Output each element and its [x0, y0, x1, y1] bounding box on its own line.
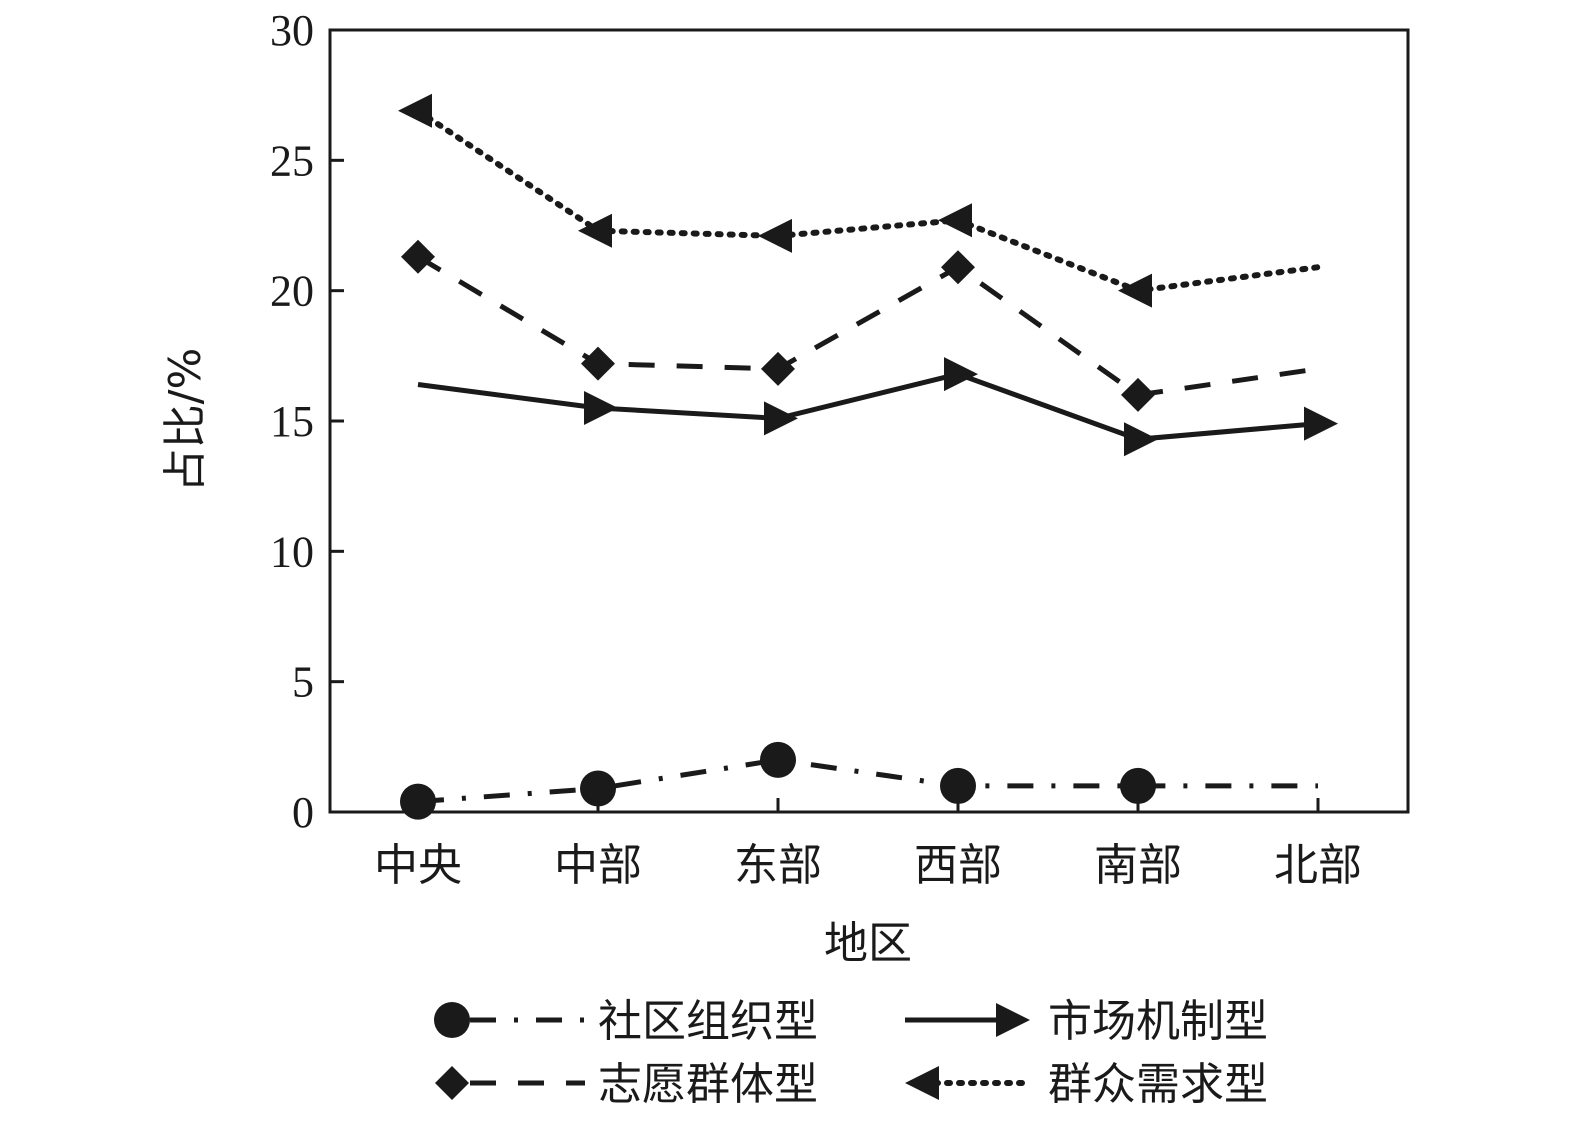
y-tick-label: 20: [270, 267, 314, 316]
legend-label: 社区组织型: [598, 996, 818, 1047]
y-tick-label: 15: [270, 397, 314, 446]
series-line-1: [417, 371, 1319, 442]
y-tick-label: 0: [292, 788, 314, 837]
y-tick-label: 10: [270, 527, 314, 576]
x-axis: 中央 中部 东部 西部 南部 北部: [374, 798, 1362, 891]
data-point: [1121, 377, 1155, 412]
x-tick-label: 中部: [554, 840, 642, 891]
data-point: [578, 213, 612, 248]
data-point: [938, 203, 972, 238]
series-line-0: [417, 757, 1318, 805]
data-point: [764, 401, 798, 436]
y-axis-title: 占比/%: [160, 348, 211, 493]
data-point: [940, 767, 976, 804]
data-point: [581, 346, 615, 381]
y-axis: 0 5 10 15 20 25 30: [270, 6, 344, 837]
legend-marker: [435, 1066, 469, 1100]
y-tick-label: 30: [270, 6, 314, 55]
data-point: [760, 741, 796, 778]
data-point: [1120, 767, 1156, 804]
y-tick-label: 25: [270, 136, 314, 185]
legend-marker: [996, 1003, 1030, 1037]
data-point: [944, 357, 978, 392]
x-axis-title: 地区: [824, 918, 912, 969]
y-tick-label: 5: [292, 658, 314, 707]
legend-label: 志愿群体型: [598, 1059, 818, 1110]
data-point: [580, 770, 616, 807]
data-point: [1304, 406, 1338, 441]
x-tick-label: 东部: [734, 840, 822, 891]
x-tick-label: 南部: [1094, 840, 1182, 891]
x-tick-label: 中央: [374, 840, 462, 891]
data-point: [758, 218, 792, 253]
data-point: [398, 93, 432, 128]
plot-frame: [328, 28, 1410, 814]
data-point: [1124, 422, 1158, 457]
legend-label: 市场机制型: [1048, 996, 1268, 1047]
legend-label: 群众需求型: [1048, 1059, 1268, 1110]
legend-marker: [905, 1066, 939, 1100]
data-point: [761, 351, 795, 386]
series-line-2: [416, 254, 1319, 398]
series-line-3: [415, 107, 1321, 294]
series-group: [398, 93, 1338, 820]
x-tick-label: 北部: [1274, 840, 1362, 891]
data-point: [401, 239, 435, 274]
data-point: [941, 250, 975, 285]
data-point: [584, 390, 618, 425]
data-point: [1118, 273, 1152, 308]
x-tick-label: 西部: [914, 840, 1002, 891]
legend-marker: [434, 1002, 470, 1038]
data-point: [400, 783, 436, 820]
